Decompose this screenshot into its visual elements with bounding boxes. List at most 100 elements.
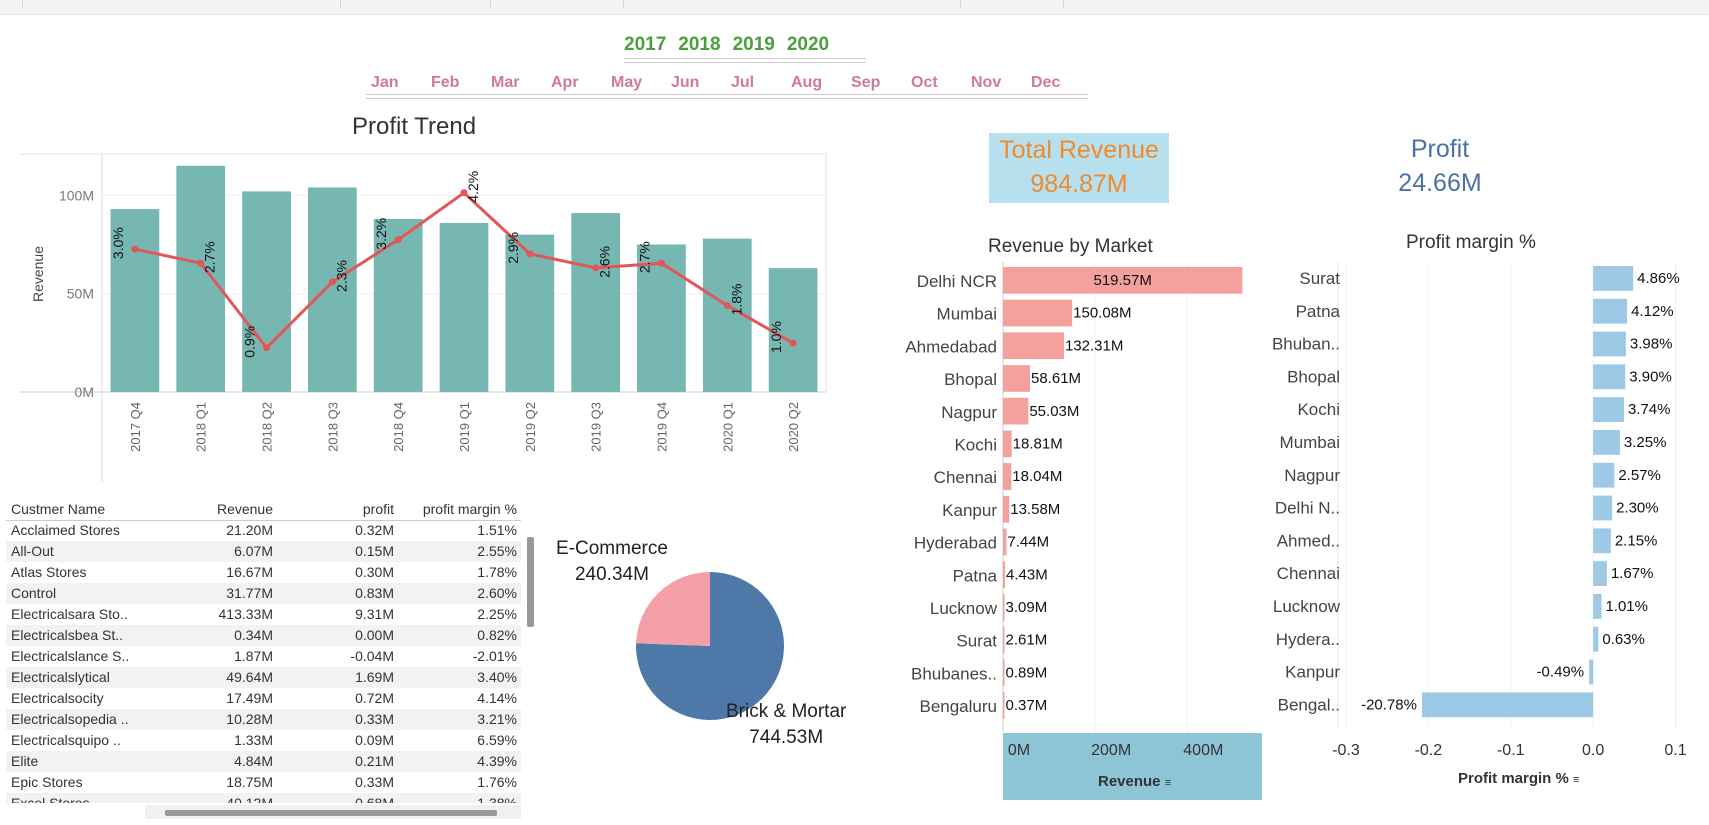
pie-label-brick-mortar-name: Brick & Mortar xyxy=(726,701,847,722)
cell-customer: Acclaimed Stores xyxy=(11,522,120,538)
month-filter-item[interactable]: Mar xyxy=(491,74,520,91)
year-filter-item[interactable]: 2019 xyxy=(732,34,775,55)
profit-margin-point xyxy=(131,245,139,253)
profit-margin-point xyxy=(723,301,731,309)
table-row[interactable]: Excel Stores 40.12M 0.68M 1.38% xyxy=(6,793,521,803)
market-label: Bhubanes.. xyxy=(911,664,997,683)
month-filter-item[interactable]: Apr xyxy=(551,74,579,91)
market-value-label: 58.61M xyxy=(1031,370,1081,387)
market-label: Delhi NCR xyxy=(917,272,997,291)
table-row[interactable]: Electricalsquipo .. 1.33M 0.09M 6.59% xyxy=(6,730,521,751)
market-revenue-bar xyxy=(1003,495,1010,523)
month-filter-underline xyxy=(366,94,1088,99)
x-tick-label: 2018 Q1 xyxy=(194,402,209,452)
table-row[interactable]: Electricalsopedia .. 10.28M 0.33M 3.21% xyxy=(6,709,521,730)
market-label: Nagpur xyxy=(1284,466,1340,485)
profit-margin-point xyxy=(328,278,336,286)
header-customer-name[interactable]: Custmer Name xyxy=(11,501,106,517)
profit-margin-bar xyxy=(1593,266,1634,291)
profit-trend-chart: 0M 50M 100M Revenue 2017 Q4 2018 Q1 2018 Q2 201… xyxy=(20,153,827,482)
market-value-label: 7.44M xyxy=(1007,534,1049,551)
header-profit[interactable]: profit xyxy=(362,501,394,517)
market-label: Mumbai xyxy=(937,305,997,324)
table-row[interactable]: Electricalsocity 17.49M 0.72M 4.14% xyxy=(6,688,521,709)
table-row[interactable]: Epic Stores 18.75M 0.33M 1.76% xyxy=(6,772,521,793)
cell-profit-margin: 1.38% xyxy=(477,795,517,803)
header-revenue[interactable]: Revenue xyxy=(216,501,273,517)
x-tick-label: 2019 Q4 xyxy=(654,402,669,452)
table-row[interactable]: Control 31.77M 0.83M 2.60% xyxy=(6,583,521,604)
table-header-row: Custmer Name Revenue profit profit margi… xyxy=(6,499,521,521)
month-filter-item[interactable]: Jan xyxy=(371,74,399,91)
month-filter-item[interactable]: Dec xyxy=(1031,74,1061,91)
month-filter-item[interactable]: Jun xyxy=(671,74,700,91)
table-row[interactable]: Electricalslance S.. 1.87M -0.04M -2.01% xyxy=(6,646,521,667)
cell-revenue: 1.87M xyxy=(234,648,273,664)
pie-label-brick-mortar-value: 744.53M xyxy=(749,727,824,748)
year-filter-item[interactable]: 2020 xyxy=(786,34,830,55)
month-filter-item[interactable]: Oct xyxy=(911,74,938,91)
profit-trend-title: Profit Trend xyxy=(352,113,477,140)
table-row[interactable]: Electricalsara Sto.. 413.33M 9.31M 2.25% xyxy=(6,604,521,625)
sort-icon[interactable]: ≡ xyxy=(1573,774,1580,786)
table-row[interactable]: Atlas Stores 16.67M 0.30M 1.78% xyxy=(6,562,521,583)
month-filter-item[interactable]: May xyxy=(611,74,643,91)
pie-label-ecommerce: E-Commerce 240.34M xyxy=(556,536,668,588)
profit-margin-value-label: 3.74% xyxy=(1628,401,1671,418)
market-value-label: 13.58M xyxy=(1010,501,1060,518)
revenue-bar xyxy=(768,268,818,392)
cell-profit-margin: 1.76% xyxy=(477,774,517,790)
cell-profit: 0.21M xyxy=(355,753,394,769)
month-filter-item[interactable]: Feb xyxy=(431,74,460,91)
table-row[interactable]: Elite 4.84M 0.21M 4.39% xyxy=(6,751,521,772)
cell-customer: Electricalsquipo .. xyxy=(11,732,121,748)
year-filter-item[interactable]: 2018 xyxy=(678,34,721,55)
cell-profit-margin: 2.25% xyxy=(477,606,517,622)
month-filter-item[interactable]: Nov xyxy=(971,74,1002,91)
table-row[interactable]: Electricalsbea St.. 0.34M 0.00M 0.82% xyxy=(6,625,521,646)
table-row[interactable]: Electricalslytical 49.64M 1.69M 3.40% xyxy=(6,667,521,688)
cell-profit-margin: 3.40% xyxy=(477,669,517,685)
table-row[interactable]: All-Out 6.07M 0.15M 2.55% xyxy=(6,541,521,562)
channel-pie-chart xyxy=(636,572,784,720)
sort-icon[interactable]: ≡ xyxy=(1164,777,1172,789)
cell-revenue: 17.49M xyxy=(226,690,273,706)
month-filter-item[interactable]: Jul xyxy=(731,74,755,91)
toolbar-divider xyxy=(22,0,23,8)
profit-margin-point xyxy=(789,339,797,347)
profit-margin-bar xyxy=(1593,528,1611,554)
cell-revenue: 21.20M xyxy=(226,522,273,538)
profit-margin-bar xyxy=(1593,331,1626,357)
cell-profit: 9.31M xyxy=(355,606,394,622)
table-horizontal-scrollbar[interactable] xyxy=(165,810,497,816)
header-profit-margin[interactable]: profit margin % xyxy=(422,501,517,517)
profit-margin-data-label: 2.9% xyxy=(505,232,521,264)
x-tick-label: 200M xyxy=(1091,742,1131,759)
profit-label: Profit xyxy=(1410,135,1470,163)
market-label: Delhi N.. xyxy=(1275,499,1340,518)
table-vertical-scrollbar[interactable] xyxy=(527,537,534,627)
x-tick-label: 2018 Q4 xyxy=(391,402,406,452)
x-tick-label: 2019 Q3 xyxy=(589,402,604,452)
profit-value: 24.66M xyxy=(1398,169,1482,197)
cell-customer: Elite xyxy=(11,753,39,769)
month-filter-item[interactable]: Sep xyxy=(851,74,881,91)
year-filter-item[interactable]: 2017 xyxy=(624,34,667,55)
total-revenue-kpi: Total Revenue 984.87M xyxy=(989,133,1169,203)
cell-revenue: 18.75M xyxy=(226,774,273,790)
profit-margin-value-label: 2.15% xyxy=(1615,532,1658,549)
y-axis-title: Revenue xyxy=(30,246,46,302)
market-revenue-bar xyxy=(1003,430,1012,458)
table-row[interactable]: Acclaimed Stores 21.20M 0.32M 1.51% xyxy=(6,520,521,541)
cell-revenue: 31.77M xyxy=(226,585,273,601)
market-label: Chennai xyxy=(934,468,997,487)
cell-customer: Epic Stores xyxy=(11,774,83,790)
pie-slice xyxy=(636,572,710,646)
month-filter-item[interactable]: Aug xyxy=(791,74,823,91)
revenue-by-market-title: Revenue by Market xyxy=(988,236,1153,257)
profit-kpi: Profit 24.66M xyxy=(1375,132,1505,200)
market-value-label: 132.31M xyxy=(1065,337,1123,354)
cell-revenue: 40.12M xyxy=(226,795,273,803)
x-tick-label: 0.1 xyxy=(1664,742,1686,759)
market-label: Patna xyxy=(953,566,998,585)
